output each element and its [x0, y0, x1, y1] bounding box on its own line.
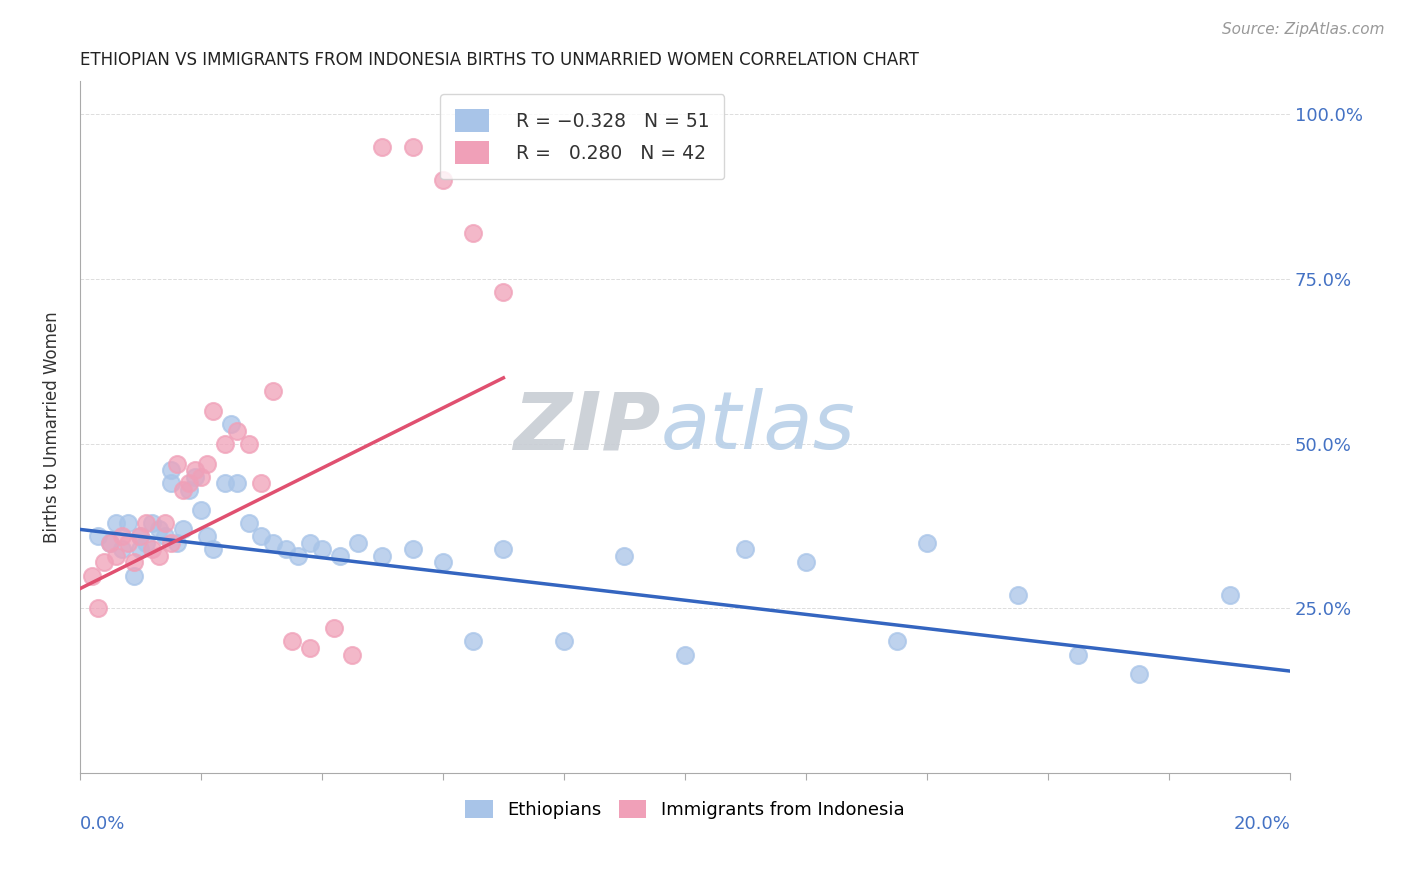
Point	[250, 529, 273, 543]
Point	[87, 601, 110, 615]
Point	[401, 542, 423, 557]
Text: atlas: atlas	[661, 388, 855, 467]
Point	[263, 535, 285, 549]
Text: ZIP: ZIP	[513, 388, 661, 467]
Point	[226, 476, 249, 491]
Point	[323, 621, 346, 635]
Point	[492, 542, 515, 557]
Point	[613, 549, 636, 563]
Point	[148, 522, 170, 536]
Point	[401, 140, 423, 154]
Legend: Ethiopians, Immigrants from Indonesia: Ethiopians, Immigrants from Indonesia	[458, 793, 911, 826]
Point	[141, 516, 163, 530]
Text: Source: ZipAtlas.com: Source: ZipAtlas.com	[1222, 22, 1385, 37]
Y-axis label: Births to Unmarried Women: Births to Unmarried Women	[44, 311, 60, 543]
Point	[190, 502, 212, 516]
Point	[135, 535, 157, 549]
Point	[105, 516, 128, 530]
Point	[734, 542, 756, 557]
Point	[195, 529, 218, 543]
Point	[492, 285, 515, 300]
Point	[311, 542, 333, 557]
Point	[111, 542, 134, 557]
Point	[263, 384, 285, 398]
Point	[153, 529, 176, 543]
Point	[105, 549, 128, 563]
Point	[298, 640, 321, 655]
Point	[98, 535, 121, 549]
Point	[98, 535, 121, 549]
Point	[463, 634, 485, 648]
Point	[148, 549, 170, 563]
Point	[226, 424, 249, 438]
Point	[141, 542, 163, 557]
Point	[153, 516, 176, 530]
Text: 0.0%: 0.0%	[80, 814, 125, 833]
Point	[432, 555, 454, 569]
Point	[80, 568, 103, 582]
Point	[371, 140, 394, 154]
Point	[129, 529, 152, 543]
Point	[184, 463, 207, 477]
Point	[340, 648, 363, 662]
Point	[93, 555, 115, 569]
Point	[329, 549, 352, 563]
Point	[195, 457, 218, 471]
Point	[1128, 667, 1150, 681]
Point	[219, 417, 242, 431]
Point	[111, 529, 134, 543]
Text: ETHIOPIAN VS IMMIGRANTS FROM INDONESIA BIRTHS TO UNMARRIED WOMEN CORRELATION CHA: ETHIOPIAN VS IMMIGRANTS FROM INDONESIA B…	[80, 51, 918, 69]
Point	[159, 535, 181, 549]
Point	[238, 516, 260, 530]
Point	[287, 549, 309, 563]
Point	[673, 648, 696, 662]
Point	[298, 535, 321, 549]
Point	[201, 542, 224, 557]
Point	[463, 226, 485, 240]
Point	[238, 436, 260, 450]
Point	[166, 535, 188, 549]
Point	[794, 555, 817, 569]
Point	[87, 529, 110, 543]
Point	[117, 535, 139, 549]
Point	[201, 404, 224, 418]
Point	[1007, 588, 1029, 602]
Point	[129, 529, 152, 543]
Point	[166, 457, 188, 471]
Point	[214, 436, 236, 450]
Point	[553, 634, 575, 648]
Point	[159, 476, 181, 491]
Point	[886, 634, 908, 648]
Point	[190, 469, 212, 483]
Point	[1067, 648, 1090, 662]
Point	[214, 476, 236, 491]
Point	[177, 483, 200, 497]
Point	[1218, 588, 1240, 602]
Point	[347, 535, 370, 549]
Point	[915, 535, 938, 549]
Point	[159, 463, 181, 477]
Point	[117, 516, 139, 530]
Point	[124, 568, 146, 582]
Point	[280, 634, 302, 648]
Point	[135, 516, 157, 530]
Point	[371, 549, 394, 563]
Point	[432, 173, 454, 187]
Point	[274, 542, 297, 557]
Point	[172, 483, 194, 497]
Point	[172, 522, 194, 536]
Point	[184, 469, 207, 483]
Point	[250, 476, 273, 491]
Point	[129, 542, 152, 557]
Point	[124, 555, 146, 569]
Text: 20.0%: 20.0%	[1233, 814, 1291, 833]
Point	[177, 476, 200, 491]
